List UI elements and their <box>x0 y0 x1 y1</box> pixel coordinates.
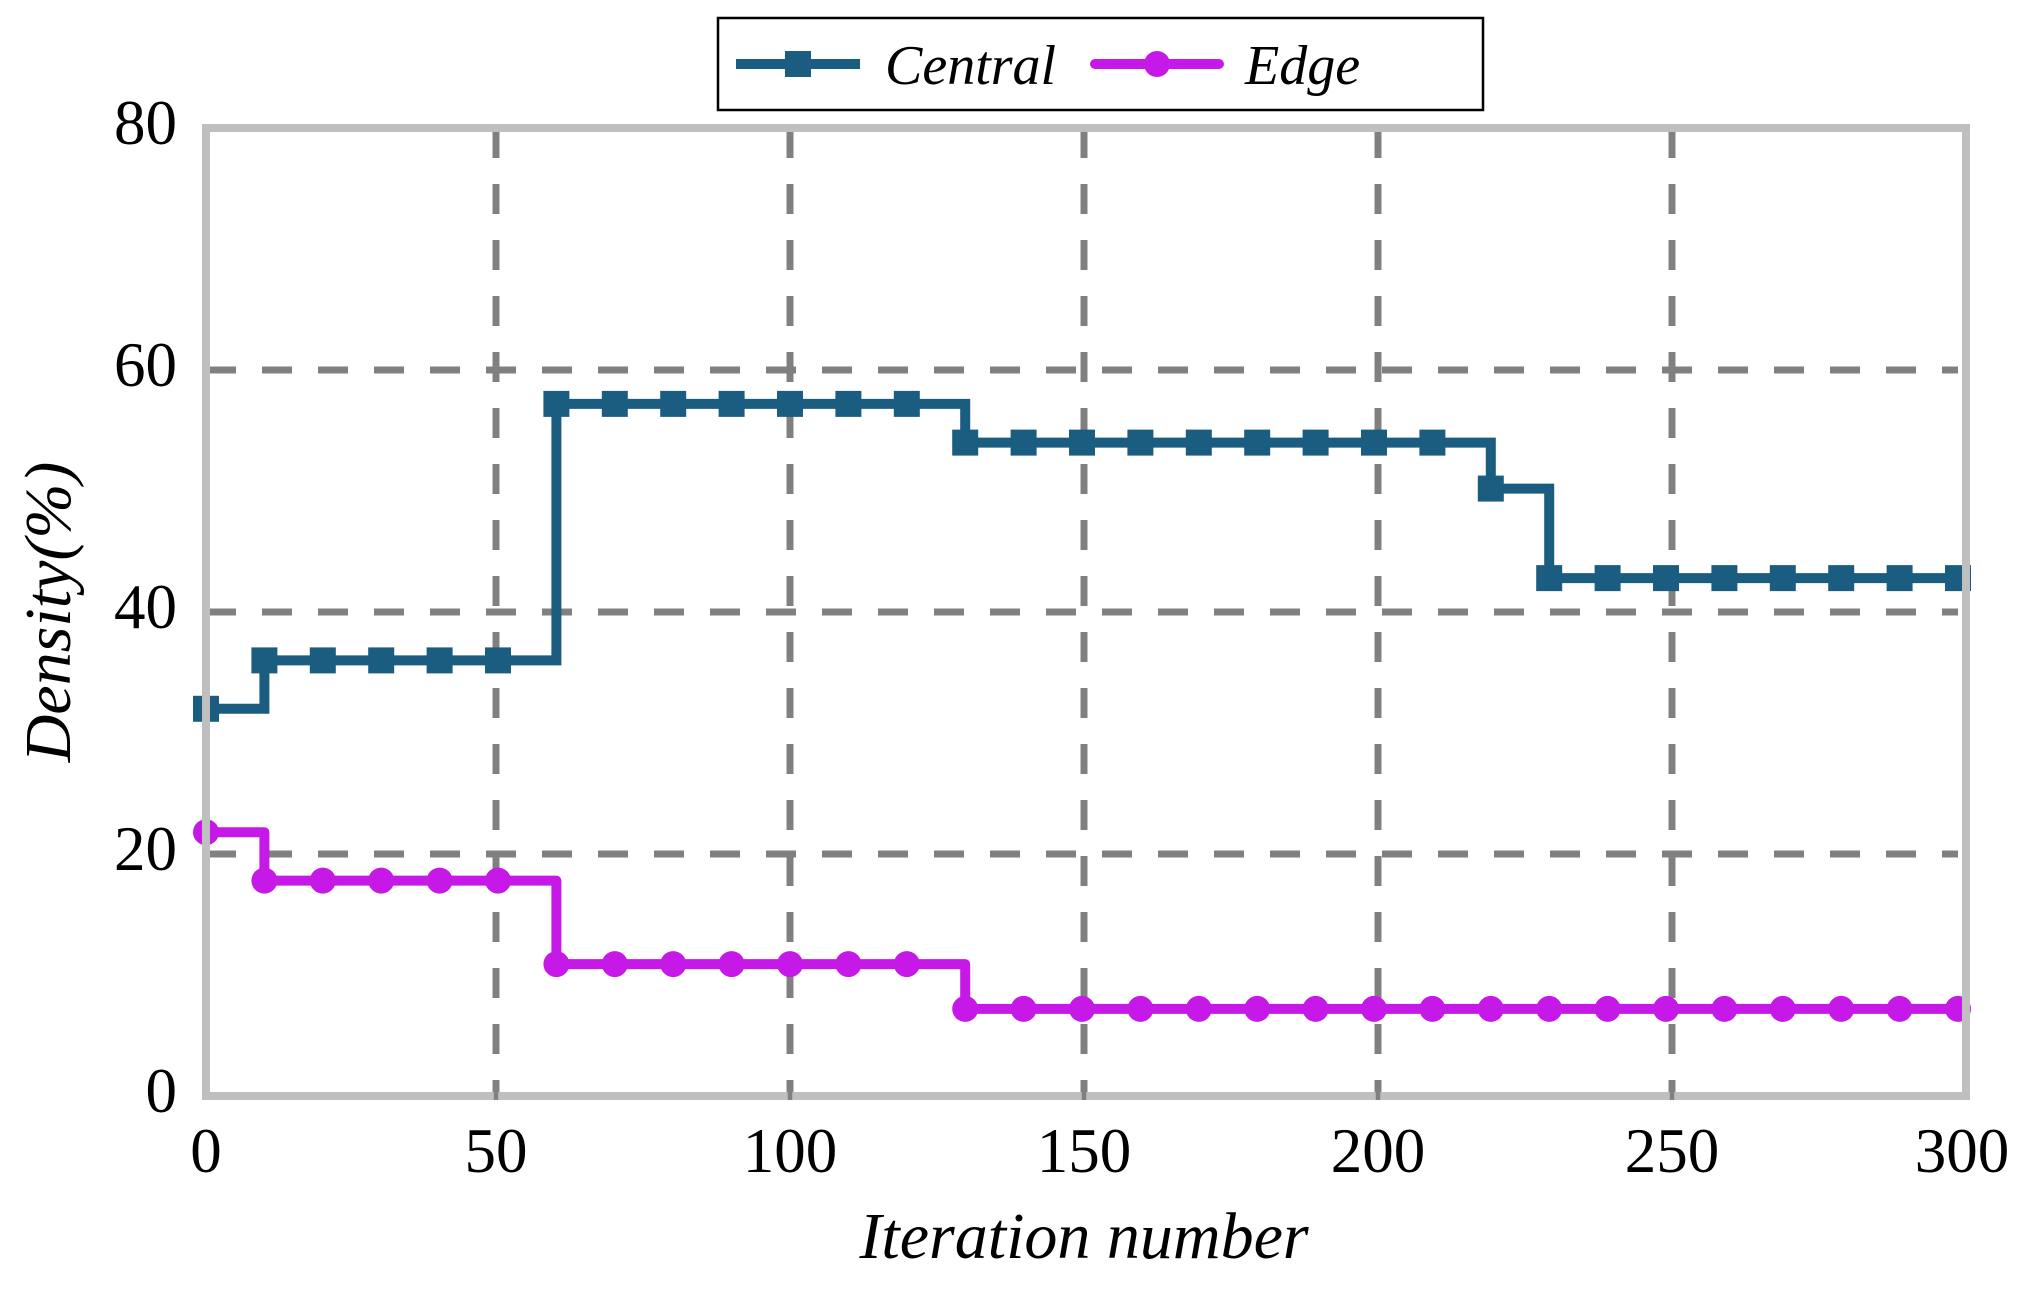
svg-text:80: 80 <box>114 88 177 158</box>
svg-text:Iteration number: Iteration number <box>858 1200 1308 1273</box>
svg-text:200: 200 <box>1331 1116 1426 1186</box>
svg-text:Edge: Edge <box>1244 35 1360 97</box>
svg-text:60: 60 <box>114 330 177 400</box>
svg-text:150: 150 <box>1037 1116 1132 1186</box>
svg-text:250: 250 <box>1625 1116 1720 1186</box>
svg-text:40: 40 <box>114 572 177 642</box>
svg-text:100: 100 <box>743 1116 838 1186</box>
svg-text:50: 50 <box>465 1116 528 1186</box>
svg-text:20: 20 <box>114 814 177 884</box>
svg-text:Density(%): Density(%) <box>12 462 85 764</box>
svg-text:Central: Central <box>885 35 1056 97</box>
svg-text:300: 300 <box>1915 1116 2010 1186</box>
svg-text:0: 0 <box>190 1116 222 1186</box>
svg-text:0: 0 <box>146 1056 178 1126</box>
